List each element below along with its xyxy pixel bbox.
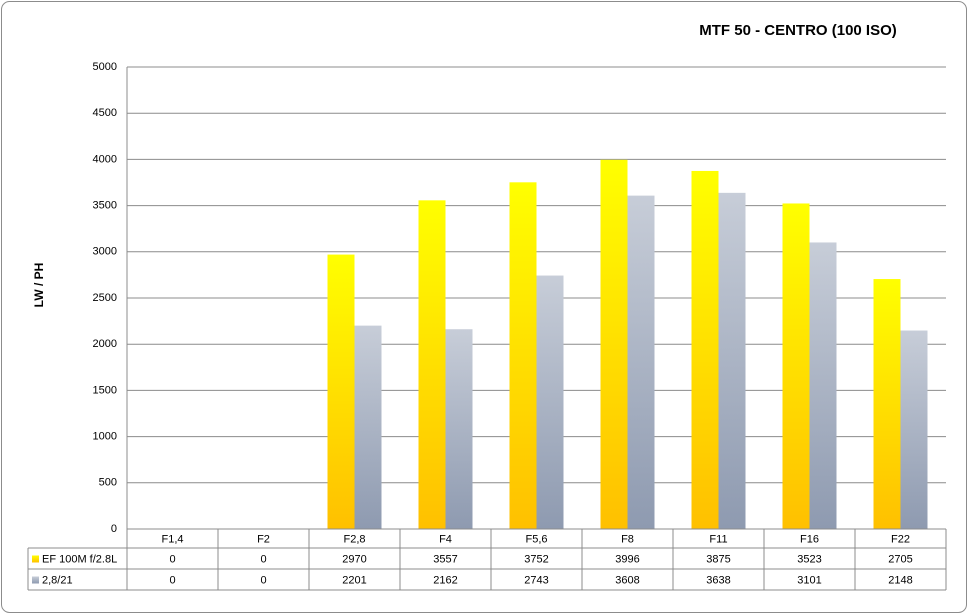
bar [809, 242, 837, 530]
bar [509, 182, 537, 530]
y-tick-label: 500 [99, 477, 117, 489]
x-tick-label: F11 [709, 533, 727, 545]
bar [600, 159, 628, 529]
bar [873, 279, 901, 529]
table-value: 0 [169, 553, 175, 565]
x-tick-label: F2 [257, 533, 270, 545]
x-tick-label: F2,8 [343, 533, 365, 545]
table-value: 0 [260, 553, 266, 565]
table-value: 2743 [524, 574, 548, 586]
x-tick-label: F1,4 [161, 533, 183, 545]
bar [536, 275, 564, 529]
legend-swatch [32, 555, 39, 563]
x-tick-label: F4 [439, 533, 452, 545]
table-value: 2148 [888, 574, 912, 586]
table-value: 3752 [524, 553, 548, 565]
legend-label: 2,8/21 [42, 574, 73, 586]
x-tick-label: F22 [891, 533, 910, 545]
x-tick-label: F8 [621, 533, 634, 545]
table-value: 3557 [433, 553, 457, 565]
table-value: 3523 [797, 553, 821, 565]
table-value: 3608 [615, 574, 639, 586]
y-tick-label: 1500 [93, 384, 117, 396]
bar [445, 329, 473, 529]
table-value: 3996 [615, 553, 639, 565]
y-tick-label: 5000 [93, 61, 117, 73]
table-value: 2162 [433, 574, 457, 586]
table-value: 3875 [706, 553, 730, 565]
bar [418, 200, 446, 530]
bar [900, 330, 928, 529]
legend-swatch [32, 576, 39, 584]
table-value: 2705 [888, 553, 912, 565]
y-tick-label: 1000 [93, 431, 117, 443]
y-tick-label: 2000 [93, 338, 117, 350]
y-tick-label: 2500 [93, 292, 117, 304]
chart-title: MTF 50 - CENTRO (100 ISO) [699, 22, 897, 39]
x-tick-label: F16 [800, 533, 819, 545]
y-tick-label: 4000 [93, 153, 117, 165]
bar [782, 203, 810, 529]
bar [718, 192, 746, 529]
bar [627, 195, 655, 530]
y-axis-label: LW / PH [32, 263, 46, 308]
y-tick-label: 3500 [93, 200, 117, 212]
bar [691, 170, 719, 529]
table-value: 3638 [706, 574, 730, 586]
y-tick-label: 4500 [93, 107, 117, 119]
table-value: 0 [169, 574, 175, 586]
bar [327, 254, 355, 529]
y-tick-label: 0 [111, 523, 117, 535]
table-value: 2970 [342, 553, 366, 565]
x-tick-label: F5,6 [525, 533, 547, 545]
bar [354, 325, 382, 529]
table-value: 0 [260, 574, 266, 586]
y-tick-label: 3000 [93, 246, 117, 258]
legend-label: EF 100M f/2.8L [42, 553, 117, 565]
table-value: 2201 [342, 574, 366, 586]
table-value: 3101 [797, 574, 821, 586]
